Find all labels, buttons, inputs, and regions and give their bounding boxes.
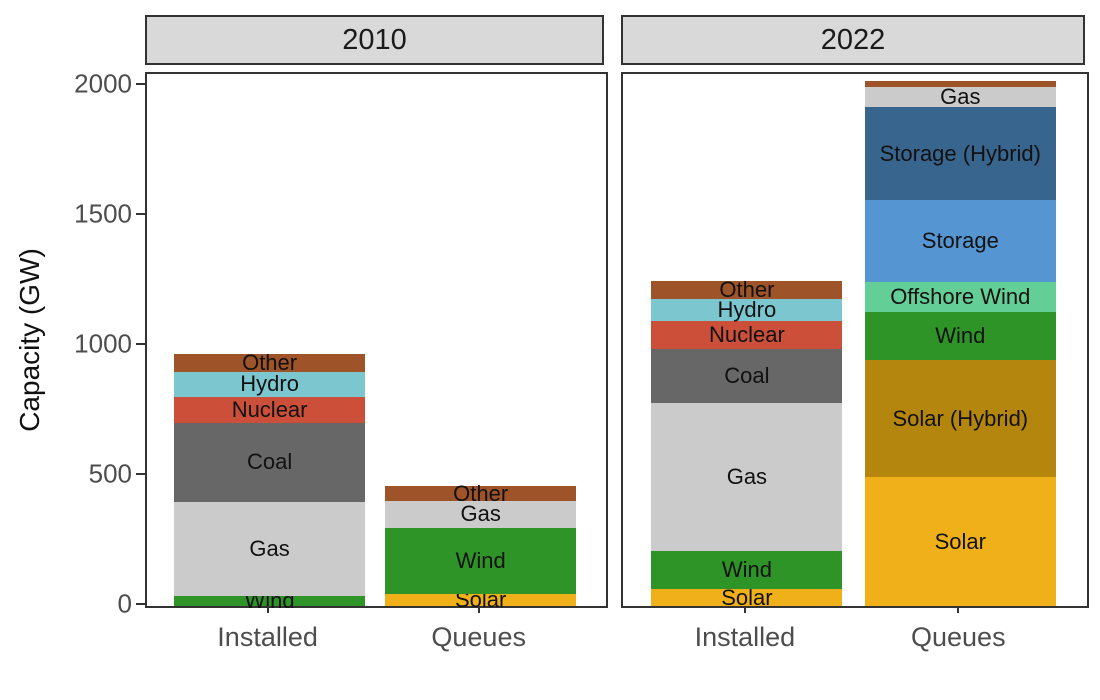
segment-2010-queues-gas: Gas <box>385 500 577 528</box>
bar-2010-queues: Solar Wind Gas Other <box>385 482 577 611</box>
x-tick-mark-2010-installed <box>266 606 269 613</box>
segment-2010-queues-solar: Solar <box>385 589 577 611</box>
y-tick-mark-1500 <box>136 213 145 215</box>
segment-2022-queues-solar: Solar <box>864 477 1056 606</box>
segment-label-2022-installed-nuclear: Nuclear <box>708 321 785 347</box>
segment-2022-installed-coal: Coal <box>651 348 843 404</box>
y-tick-label-2000: 2000 <box>74 68 132 99</box>
x-axis-label-2010-queues: Queues <box>431 622 526 652</box>
x-tick-mark-2022-queues <box>957 606 960 613</box>
segment-2022-installed-wind: Wind <box>651 551 843 590</box>
bar-2022-queues: Solar Solar (Hybrid) Wind Offshore Wind Stor… <box>864 80 1056 606</box>
segment-2022-queues-storage_hybrid: Storage (Hybrid) <box>864 106 1056 201</box>
segment-2022-installed-hydro: Hydro <box>651 297 843 323</box>
segment-2010-queues-wind: Wind <box>385 528 577 595</box>
segment-label-2022-installed-solar: Solar <box>721 584 773 610</box>
segment-2022-queues-gas: Gas <box>864 84 1056 110</box>
segment-label-2022-queues-storage: Storage <box>921 228 999 254</box>
segment-label-2022-queues-wind: Wind <box>935 323 986 349</box>
segment-2010-queues-other: Other <box>385 482 577 504</box>
segment-2010-installed-other: Other <box>174 349 366 375</box>
panel-2022: Solar Wind Gas Coal Nuclear Hydro Other Solar So… <box>621 72 1089 608</box>
x-axis-label-2022-installed: Installed <box>694 622 796 652</box>
segment-label-2010-installed-other: Other <box>242 349 298 375</box>
segment-label-2022-queues-solar_hybrid: Solar (Hybrid) <box>892 405 1029 431</box>
y-tick-mark-1000 <box>136 343 145 345</box>
segment-2022-installed-gas: Gas <box>651 403 843 552</box>
segment-label-2010-installed-hydro: Hydro <box>240 371 299 397</box>
y-tick-label-0: 0 <box>117 588 132 619</box>
segment-label-2022-queues-solar: Solar <box>934 528 986 554</box>
segment-2022-queues-offshore_wind: Offshore Wind <box>864 282 1056 313</box>
segment-label-2010-installed-coal: Coal <box>246 449 293 475</box>
x-tick-mark-2022-installed <box>743 606 746 613</box>
bar-2010-installed: Wind Gas Coal Nuclear Hydro Other <box>174 349 366 611</box>
segment-2022-installed-other: Other <box>651 277 843 303</box>
segment-2022-installed-solar: Solar <box>651 584 843 610</box>
y-tick-mark-500 <box>136 473 145 475</box>
facet-title-2010: 2010 <box>342 23 407 56</box>
segment-label-2022-queues-offshore_wind: Offshore Wind <box>890 284 1031 310</box>
y-axis-title: Capacity (GW) <box>14 248 45 432</box>
segment-2022-queues-solar_hybrid: Solar (Hybrid) <box>864 360 1056 478</box>
y-tick-mark-2000 <box>136 83 145 85</box>
y-tick-label-1000: 1000 <box>74 328 132 359</box>
y-tick-label-500: 500 <box>88 458 132 489</box>
x-axis-label-2010-installed: Installed <box>217 622 318 652</box>
segment-2010-installed-gas: Gas <box>174 502 366 596</box>
segment-label-2022-installed-other: Other <box>719 277 775 303</box>
segment-2010-installed-wind: Wind <box>174 589 366 611</box>
y-tick-label-1500: 1500 <box>74 198 132 229</box>
segment-2022-queues-other <box>864 80 1056 88</box>
segment-label-2022-queues-storage_hybrid: Storage (Hybrid) <box>879 140 1041 166</box>
panel-2010: Wind Gas Coal Nuclear Hydro Other Solar Wind Gas… <box>145 72 608 611</box>
segment-label-2022-installed-coal: Coal <box>724 362 770 388</box>
segment-label-2022-installed-wind: Wind <box>721 557 772 583</box>
facet-strip-2010: 2010 <box>145 15 604 65</box>
segment-2022-queues-storage: Storage <box>864 200 1056 283</box>
segment-label-2010-queues-gas: Gas <box>460 501 501 527</box>
segment-2010-installed-coal: Coal <box>174 422 366 502</box>
segment-2022-queues-wind: Wind <box>864 312 1056 361</box>
segment-label-2022-installed-gas: Gas <box>726 464 768 490</box>
x-tick-mark-2010-queues <box>477 606 480 613</box>
segment-2022-installed-nuclear: Nuclear <box>651 321 843 349</box>
segment-label-2010-installed-nuclear: Nuclear <box>231 396 308 422</box>
segment-label-2022-installed-hydro: Hydro <box>717 297 777 323</box>
segment-2010-installed-hydro: Hydro <box>174 371 366 397</box>
facet-title-2022: 2022 <box>820 23 886 56</box>
x-axis-label-2022-queues: Queues <box>911 622 1006 652</box>
y-tick-mark-0 <box>136 603 145 605</box>
segment-label-2010-queues-wind: Wind <box>455 548 506 574</box>
segment-label-2010-installed-gas: Gas <box>249 535 290 561</box>
bar-2022-installed: Solar Wind Gas Coal Nuclear Hydro Other <box>651 277 843 610</box>
facet-strip-2022: 2022 <box>621 15 1085 65</box>
segment-2010-installed-nuclear: Nuclear <box>174 396 366 423</box>
segment-label-2022-queues-gas: Gas <box>940 84 981 110</box>
